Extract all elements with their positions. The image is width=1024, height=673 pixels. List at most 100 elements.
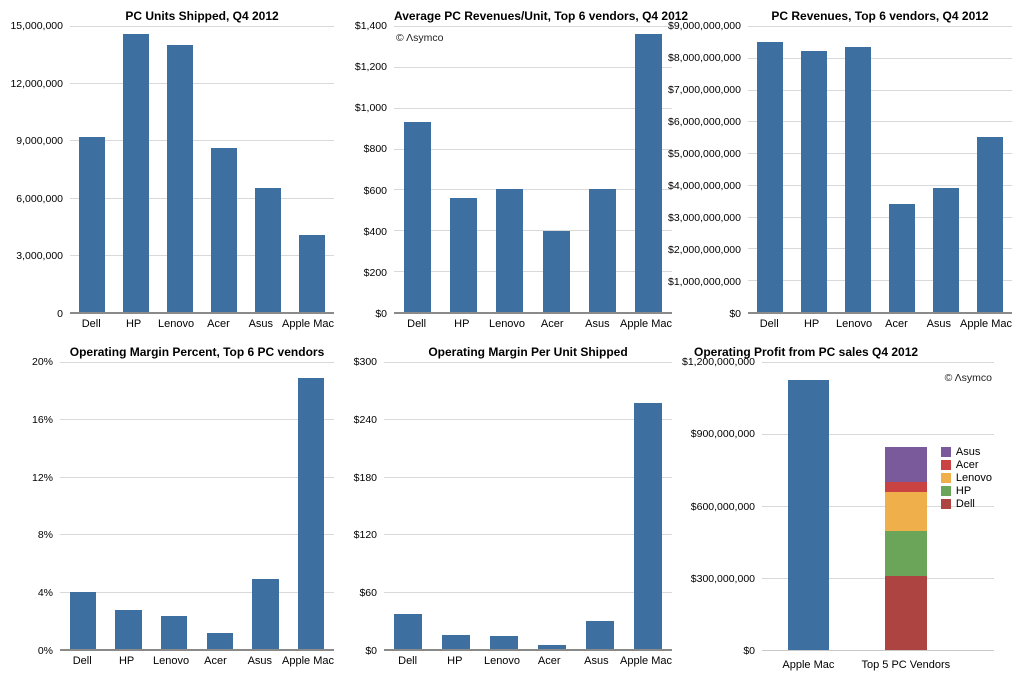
legend-label: Acer <box>955 458 979 471</box>
x-tick-label: HP <box>803 318 820 330</box>
gridline <box>748 26 1012 27</box>
y-tick-label: $300,000,000 <box>690 572 755 585</box>
x-tick-label: Acer <box>885 318 908 330</box>
gridline <box>384 476 672 478</box>
x-tick-acer: Acer <box>530 318 575 336</box>
x-tick-dell: Dell <box>394 318 439 336</box>
x-tick-label: Lenovo <box>157 318 195 330</box>
bar-acer <box>206 633 234 649</box>
x-axis: Dell HP Lenovo Acer Asus Apple Mac <box>384 651 672 673</box>
y-tick-label: $9,000,000,000 <box>668 20 741 32</box>
x-tick-label: Apple Mac <box>282 655 335 667</box>
x-tick-apple-mac: Apple Mac <box>620 318 672 336</box>
stack-segment-dell <box>884 575 927 650</box>
y-tick-label: $5,000,000,000 <box>668 148 741 160</box>
gridline <box>70 140 334 142</box>
y-tick-label: $1,200,000,000 <box>682 356 755 368</box>
x-tick-acer: Acer <box>197 318 239 336</box>
bar-dell <box>394 613 422 649</box>
bar-asus <box>589 189 616 312</box>
x-tick-lenovo: Lenovo <box>155 318 197 336</box>
x-tick-label: Lenovo <box>483 655 521 667</box>
y-tick-label: $3,000,000,000 <box>668 212 741 224</box>
bar-lenovo <box>160 616 188 649</box>
y-tick-label: 15,000,000 <box>10 20 63 32</box>
bar-apple-mac <box>297 377 325 649</box>
x-tick-label: Asus <box>585 318 610 330</box>
bar-acer <box>889 203 915 312</box>
y-tick-label: 8% <box>37 529 53 542</box>
plot-area: © Λsymco Asus Acer Lenovo HP Dell <box>762 362 994 651</box>
gridline <box>394 107 672 109</box>
chart-title: Operating Profit from PC sales Q4 2012 <box>694 345 919 359</box>
x-tick-dell: Dell <box>60 655 104 673</box>
y-axis: $300 $240 $180 $120 $60 $0 <box>340 356 384 657</box>
gridline <box>762 578 994 579</box>
chart-panel-pc-revenues: PC Revenues, Top 6 vendors, Q4 2012 $9,00… <box>668 0 1024 336</box>
bar-apple-mac <box>299 234 325 312</box>
gridline <box>748 89 1012 91</box>
bar-dell <box>403 122 431 312</box>
bar-lenovo <box>490 635 518 649</box>
y-tick-label: $120 <box>353 529 377 542</box>
bar-acer <box>211 148 237 312</box>
bar-lenovo <box>167 45 193 312</box>
x-tick-asus: Asus <box>238 655 282 673</box>
bar-hp <box>442 634 470 649</box>
x-tick-label: HP <box>447 655 463 667</box>
y-axis: $1,200,000,000 $900,000,000 $600,000,000 $3… <box>680 356 762 657</box>
y-tick-label: $180 <box>353 471 377 484</box>
chart-body: 20% 16% 12% 8% 4% 0% <box>0 356 340 657</box>
bar-acer <box>538 645 566 649</box>
x-tick-label: Dell <box>72 655 92 667</box>
bar-dell <box>69 591 97 649</box>
y-tick-label: $2,000,000,000 <box>668 244 741 256</box>
asymco-watermark: © Λsymco <box>396 32 444 44</box>
x-tick-lenovo: Lenovo <box>833 318 875 336</box>
x-tick-asus: Asus <box>575 318 620 336</box>
y-tick-label: 12,000,000 <box>10 77 63 90</box>
x-tick-apple-mac: Apple Mac <box>960 318 1012 336</box>
bar-asus <box>255 188 281 312</box>
x-tick-apple-mac: Apple Mac <box>782 655 834 673</box>
x-tick-lenovo: Lenovo <box>478 655 525 673</box>
x-tick-label: Asus <box>248 318 274 330</box>
x-tick-label: Acer <box>540 318 564 330</box>
x-axis: Dell HP Lenovo Acer Asus Apple Mac <box>748 314 1012 336</box>
stack-segment-apple-mac <box>787 380 830 650</box>
x-axis: Dell HP Lenovo Acer Asus Apple Mac <box>60 651 334 673</box>
bar-hp <box>450 197 477 312</box>
gridline <box>394 189 672 191</box>
x-tick-apple-mac: Apple Mac <box>620 655 672 673</box>
bar-hp <box>801 51 827 312</box>
plot-area <box>384 362 672 651</box>
y-tick-label: $4,000,000,000 <box>668 180 741 192</box>
gridline <box>394 66 672 68</box>
chart-panel-operating-margin-percent: Operating Margin Percent, Top 6 PC vendo… <box>0 336 340 673</box>
x-tick-label: Asus <box>584 655 609 667</box>
legend-swatch-lenovo <box>940 472 951 483</box>
x-tick-asus: Asus <box>240 318 282 336</box>
stack-segment-asus <box>884 447 927 482</box>
plot-area <box>748 26 1012 314</box>
bar-hp <box>115 610 142 649</box>
x-tick-label: Lenovo <box>152 655 190 667</box>
gridline <box>748 280 1012 282</box>
x-tick-dell: Dell <box>384 655 431 673</box>
legend-item-dell: Dell <box>940 498 992 510</box>
y-tick-label: $600 <box>363 184 387 197</box>
plot-area <box>70 26 334 314</box>
gridline <box>762 434 994 435</box>
stack-segment-lenovo <box>884 491 927 532</box>
x-tick-label: Lenovo <box>488 318 526 330</box>
gridline <box>394 230 672 232</box>
bar-asus <box>933 188 959 312</box>
legend-label: Lenovo <box>955 471 992 484</box>
y-tick-label: $6,000,000,000 <box>668 116 741 128</box>
y-tick-label: 9,000,000 <box>16 135 63 148</box>
gridline <box>748 216 1012 218</box>
x-axis: Dell HP Lenovo Acer Asus Apple Mac <box>70 314 334 336</box>
gridline <box>748 184 1012 186</box>
y-tick-label: $1,400 <box>354 20 387 32</box>
gridline <box>70 26 334 27</box>
